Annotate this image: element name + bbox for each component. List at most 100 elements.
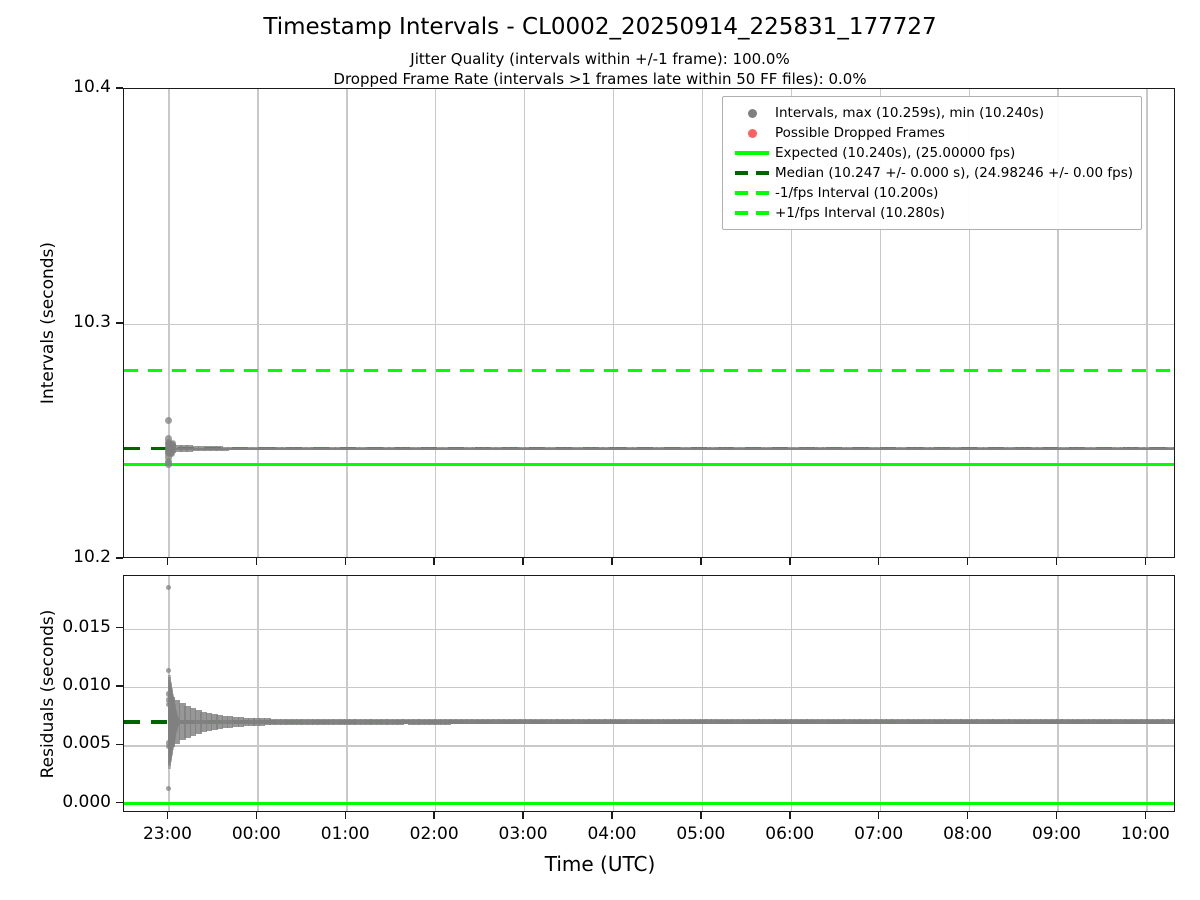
scatter-density-band: [178, 721, 182, 724]
y-axis-tick: [116, 322, 123, 324]
x-axis-tick: [522, 558, 524, 565]
solid-line-key-icon: [735, 151, 769, 155]
dashed-line-key-icon: [735, 191, 769, 195]
gridline-vertical: [435, 89, 437, 557]
legend-entry-label: -1/fps Interval (10.200s): [775, 185, 939, 201]
x-axis-tick-label: 09:00: [1031, 824, 1081, 844]
legend-entry-label: Intervals, max (10.259s), min (10.240s): [775, 105, 1044, 121]
y-axis-tick-label: 0.005: [62, 733, 111, 754]
scatter-density-band: [168, 719, 1174, 725]
scatter-density-band: [168, 447, 1174, 450]
x-axis-tick: [700, 812, 702, 819]
gridline-vertical: [168, 89, 170, 557]
legend-key: [729, 108, 775, 118]
chart-title: Timestamp Intervals - CL0002_20250914_22…: [263, 14, 937, 40]
x-axis-tick: [1144, 558, 1147, 565]
scatter-point: [164, 453, 173, 461]
scatter-point: [165, 667, 172, 674]
gridline-horizontal: [124, 628, 1174, 630]
y-axis-tick: [116, 87, 123, 89]
chart-subtitle-jitter-quality: Jitter Quality (intervals within +/-1 fr…: [410, 50, 790, 68]
scatter-point: [168, 450, 176, 457]
x-axis-tick: [255, 812, 258, 819]
scatter-point: [165, 785, 172, 792]
x-axis-tick-label: 01:00: [320, 824, 370, 844]
legend-entry: Possible Dropped Frames: [729, 123, 1133, 143]
scatter-point: [165, 445, 172, 453]
gridline-vertical: [524, 89, 526, 557]
x-axis-tick: [433, 558, 435, 565]
x-axis-tick: [789, 558, 791, 565]
gridline-vertical: [1057, 576, 1059, 811]
legend-entry: Median (10.247 +/- 0.000 s), (24.98246 +…: [729, 163, 1133, 183]
scatter-point: [165, 691, 172, 697]
zero-residual-line: [124, 802, 1174, 806]
legend-key: [729, 191, 775, 195]
scatter-point: [165, 584, 172, 591]
plus-1fps-interval-line: [124, 369, 1174, 373]
x-axis-tick: [344, 558, 347, 565]
scatter-point: [165, 701, 172, 708]
y-axis-tick-label: 10.4: [73, 77, 111, 97]
x-axis-tick: [166, 558, 169, 565]
gridline-vertical: [612, 576, 615, 811]
scatter-point: [164, 460, 173, 468]
gridline-vertical: [1057, 89, 1059, 557]
gridline-vertical: [346, 576, 348, 811]
gridline-vertical: [435, 576, 437, 811]
gridline-horizontal: [124, 686, 1174, 689]
x-axis-tick: [522, 812, 524, 819]
gridline-vertical: [790, 576, 793, 811]
gridline-vertical: [701, 89, 704, 557]
x-axis-tick-label: 07:00: [854, 824, 904, 844]
y-axis-tick-label: 0.000: [62, 791, 111, 812]
gridline-vertical: [257, 89, 259, 557]
x-axis-tick-label: 10:00: [1120, 824, 1170, 844]
y-axis-tick: [116, 685, 123, 687]
gridline-vertical: [701, 576, 704, 811]
chart-legend: Intervals, max (10.259s), min (10.240s) P…: [722, 96, 1143, 230]
legend-entry-label: Expected (10.240s), (25.00000 fps): [775, 145, 1016, 161]
legend-key: [729, 151, 775, 155]
x-axis-tick-label: 23:00: [142, 824, 192, 844]
legend-entry: -1/fps Interval (10.200s): [729, 183, 1133, 203]
gridline-vertical: [346, 89, 348, 557]
legend-entry: Expected (10.240s), (25.00000 fps): [729, 143, 1133, 163]
gridline-vertical: [524, 576, 526, 811]
x-axis-tick-label: 08:00: [943, 824, 993, 844]
dashed-line-key-icon: [735, 171, 769, 175]
y-axis-tick: [116, 557, 123, 559]
gridline-vertical: [257, 576, 259, 811]
x-axis-tick: [611, 558, 613, 565]
legend-entry-label: Median (10.247 +/- 0.000 s), (24.98246 +…: [775, 165, 1134, 181]
x-axis-tick: [700, 558, 702, 565]
y-axis-tick: [116, 743, 123, 746]
gridline-vertical: [968, 89, 970, 557]
expected-interval-line: [124, 463, 1174, 467]
legend-key: [729, 211, 775, 215]
x-axis-tick-label: 00:00: [231, 824, 281, 844]
x-axis-tick-label: 04:00: [587, 824, 637, 844]
scatter-point: [165, 743, 172, 750]
y-axis-tick-label: 10.2: [73, 547, 111, 567]
legend-entry: +1/fps Interval (10.280s): [729, 203, 1133, 223]
x-axis-tick: [166, 812, 169, 819]
minus-1fps-interval-line: [124, 557, 1174, 558]
scatter-density-band: [1173, 447, 1174, 450]
dropped-frame-marker-icon: [747, 128, 757, 138]
x-axis-tick-label: 06:00: [765, 824, 815, 844]
gridline-vertical: [879, 576, 881, 811]
y-axis-label-residuals: Residuals (seconds): [38, 609, 58, 778]
gridline-vertical: [968, 576, 970, 811]
gridline-horizontal: [124, 324, 1174, 326]
x-axis-tick: [1055, 558, 1058, 565]
gridline-vertical: [612, 89, 615, 557]
x-axis-label: Time (UTC): [544, 852, 656, 876]
x-axis-tick: [966, 812, 969, 819]
x-axis-tick: [877, 558, 880, 565]
x-axis-tick-label: 03:00: [498, 824, 548, 844]
x-axis-tick: [1055, 812, 1058, 819]
x-axis-tick-label: 05:00: [676, 824, 726, 844]
y-axis-label-intervals: Intervals (seconds): [38, 241, 58, 405]
gridline-vertical: [879, 89, 881, 557]
